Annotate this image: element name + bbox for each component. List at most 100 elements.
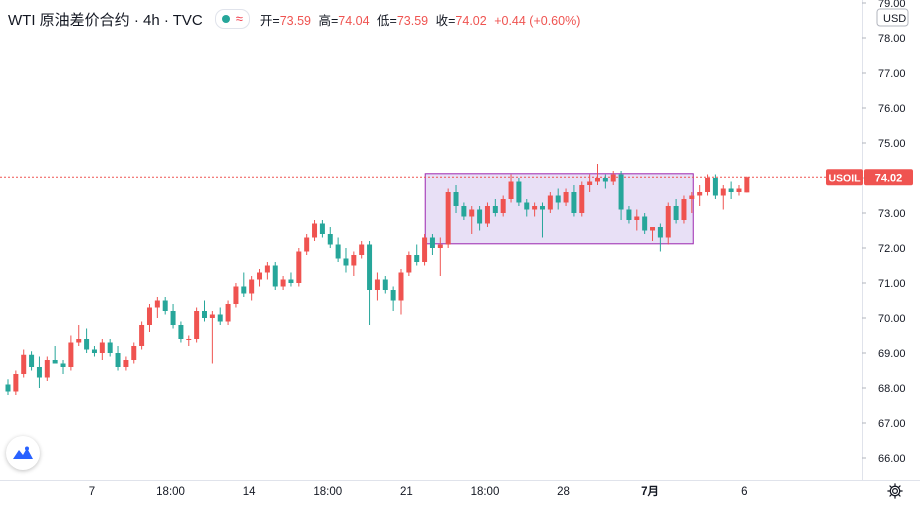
currency-box <box>876 8 909 27</box>
candle-body <box>697 192 703 196</box>
x-tick-label: 6 <box>741 486 747 498</box>
candle-body <box>571 192 577 213</box>
market-status-badge[interactable]: ≈ <box>214 9 250 29</box>
x-tick-label: 18:00 <box>313 486 342 498</box>
ohlc-open: 开=73.59 <box>259 13 311 28</box>
candle <box>36 356 42 388</box>
last-price-label: 74.02 <box>875 172 903 184</box>
candle-body <box>123 360 129 367</box>
ohlc-legend: 开=73.59 高=74.04 低=73.59 收=74.02 +0.44 (+… <box>260 10 580 29</box>
candle-body <box>712 178 718 196</box>
candle <box>697 185 703 206</box>
candle-body <box>705 178 711 192</box>
candles-layer <box>5 164 750 395</box>
candle-body <box>288 279 294 283</box>
candle <box>673 199 679 224</box>
candle-body <box>414 255 420 262</box>
candle <box>44 356 50 381</box>
candle <box>115 346 121 371</box>
candle-body <box>744 177 750 193</box>
candle-body <box>272 265 278 287</box>
candle-body <box>539 206 545 210</box>
symbol-tag-label: USOIL <box>828 172 861 184</box>
candle-body <box>217 314 223 322</box>
candle <box>642 213 648 234</box>
candle <box>602 174 608 189</box>
candle-body <box>319 223 325 234</box>
candle-body <box>139 325 145 346</box>
candle-body <box>44 360 50 378</box>
candle <box>351 251 357 276</box>
currency-label: USD <box>883 13 906 25</box>
candle-body <box>595 178 600 182</box>
candle-body <box>681 199 687 220</box>
candle <box>367 241 373 325</box>
candle-body <box>21 354 27 374</box>
candle <box>736 185 742 196</box>
candle-body <box>673 206 679 220</box>
chart-header: WTI 原油差价合约 · 4h · TVC ≈ 开=73.59 高=74.04 … <box>8 9 580 29</box>
candle <box>484 202 490 227</box>
candle-body <box>257 272 263 280</box>
candle <box>280 276 286 290</box>
time-axis[interactable]: 7 18:00 14 18:00 21 18:00 28 7月 6 <box>0 480 920 499</box>
candle <box>327 227 333 248</box>
candle <box>241 272 247 297</box>
y-tick-label: 72.00 <box>878 243 906 255</box>
y-tick-label: 67.00 <box>878 418 906 430</box>
candle-body <box>162 300 168 311</box>
candle <box>233 283 239 308</box>
candle <box>539 202 545 238</box>
candle <box>264 262 270 280</box>
candle <box>390 286 396 311</box>
candle <box>13 370 19 395</box>
y-tick-label: 79.00 <box>878 0 906 10</box>
candle-body <box>563 192 569 203</box>
candle <box>610 171 616 185</box>
chart-settings-button[interactable] <box>882 480 908 502</box>
candle-body <box>225 304 231 322</box>
candle <box>5 379 11 395</box>
candle-body <box>233 286 239 304</box>
candle <box>728 181 734 199</box>
price-axis[interactable]: 66.00 67.00 68.00 69.00 70.00 71.00 72.00 73.00… <box>826 0 913 480</box>
candle <box>68 335 74 371</box>
y-tick-label: 76.00 <box>878 103 906 115</box>
candle <box>744 176 750 193</box>
tradingview-logo-button[interactable] <box>6 436 40 470</box>
candle-body <box>634 216 640 220</box>
candle-body <box>626 209 632 220</box>
candle-body <box>728 188 734 192</box>
candle <box>209 311 215 364</box>
candle <box>186 335 192 346</box>
ohlc-change: +0.44 (+0.60%) <box>494 13 581 28</box>
candle <box>154 297 160 318</box>
candle <box>626 206 632 224</box>
candle-body <box>178 325 184 339</box>
candle-body <box>60 363 66 367</box>
candle <box>453 185 459 213</box>
y-tick-label: 75.00 <box>878 138 906 150</box>
candle-body <box>280 279 286 287</box>
approx-icon: ≈ <box>235 11 243 26</box>
candle <box>272 262 278 290</box>
symbol-title[interactable]: WTI 原油差价合约 · 4h · TVC <box>8 11 203 29</box>
candle-body <box>445 192 451 245</box>
y-tick-label: 77.00 <box>878 68 906 80</box>
tradingview-wave-icon <box>13 446 33 459</box>
candle-body <box>508 181 514 199</box>
candle <box>650 227 656 241</box>
candle-body <box>186 339 192 340</box>
y-tick-label: 69.00 <box>878 348 906 360</box>
candle <box>202 300 207 322</box>
highlight-box-layer <box>424 173 694 245</box>
ohlc-close: 收=74.02 <box>435 13 487 28</box>
candle <box>107 339 113 357</box>
candle-body <box>587 181 593 185</box>
candle-body <box>107 342 113 353</box>
candle <box>288 272 294 287</box>
candle <box>500 195 506 217</box>
x-tick-label: 21 <box>400 486 413 498</box>
candle-body <box>398 272 404 301</box>
